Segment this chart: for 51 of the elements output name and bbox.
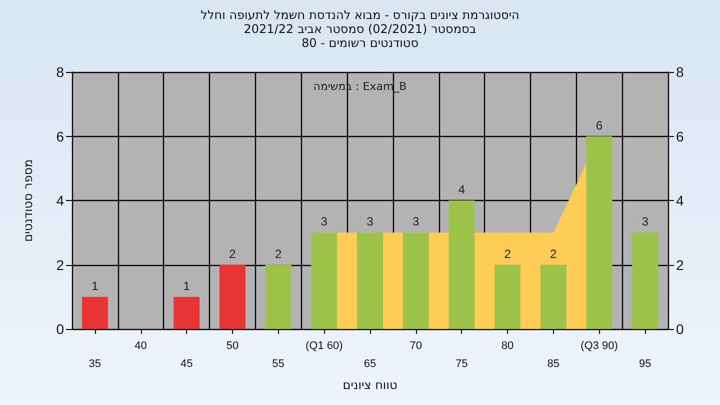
y2-tick-label: 0 <box>676 321 684 337</box>
x-tick-label: 50 <box>226 340 239 352</box>
data-label: 2 <box>274 246 282 261</box>
y2-tick-label: 2 <box>676 256 684 273</box>
x-tick-label: 65 <box>364 358 376 370</box>
x-tick-label: 40 <box>134 340 147 352</box>
data-label: 1 <box>183 278 190 293</box>
y-tick-label: 4 <box>56 192 64 208</box>
bar <box>311 232 338 329</box>
y2-tick-label: 4 <box>676 192 684 208</box>
x-axis-title: טווח ציונים <box>342 378 398 392</box>
data-label: 3 <box>412 214 420 229</box>
chart-title: היסטוגרמת ציונים בקורס - מבוא להנדסת חשמל לתעופה וחלל <box>200 8 520 22</box>
x-tick-label: 45 <box>180 358 193 370</box>
y-tick-label: 8 <box>56 64 64 80</box>
bar <box>402 232 429 329</box>
y-tick-label: 0 <box>56 321 64 337</box>
data-label: 4 <box>458 182 466 196</box>
bar <box>494 264 521 329</box>
y-tick-label: 2 <box>56 256 64 273</box>
data-label: 2 <box>504 246 512 261</box>
y2-tick-label: 6 <box>676 128 684 144</box>
y-tick-label: 6 <box>56 128 64 144</box>
x-tick-label: 35 <box>88 358 102 370</box>
bar <box>586 136 612 329</box>
data-label: 6 <box>596 118 603 132</box>
bar <box>219 264 246 329</box>
y2-tick-label: 8 <box>676 64 684 80</box>
data-label: 3 <box>320 214 328 229</box>
data-label: 2 <box>550 246 558 261</box>
x-tick-label: 85 <box>547 358 560 370</box>
bar <box>82 296 108 329</box>
bar <box>357 232 383 329</box>
bar <box>448 200 475 329</box>
x-tick-label: 75 <box>456 358 468 370</box>
bar <box>265 264 292 329</box>
x-tick-label: 95 <box>638 358 652 370</box>
bar <box>540 264 566 329</box>
chart-subtitle: בסמסטר (02/2021) סמסטר אביב 2021/22 סטודנטים רשומים - 80 <box>242 22 478 50</box>
data-label: 3 <box>366 214 374 229</box>
data-label: 3 <box>642 214 649 229</box>
bar <box>632 232 658 329</box>
x-tick-label: (Q1 60) <box>306 340 343 352</box>
x-tick-label: 80 <box>501 340 514 352</box>
y-axis-title: מספר סטודנטים <box>21 159 35 242</box>
bar <box>174 296 200 329</box>
data-label: 1 <box>92 278 99 293</box>
x-tick-label: 55 <box>272 358 284 370</box>
x-tick-label: 70 <box>410 340 422 352</box>
x-tick-label: (Q3 90) <box>580 340 618 352</box>
data-label: 2 <box>229 246 236 261</box>
